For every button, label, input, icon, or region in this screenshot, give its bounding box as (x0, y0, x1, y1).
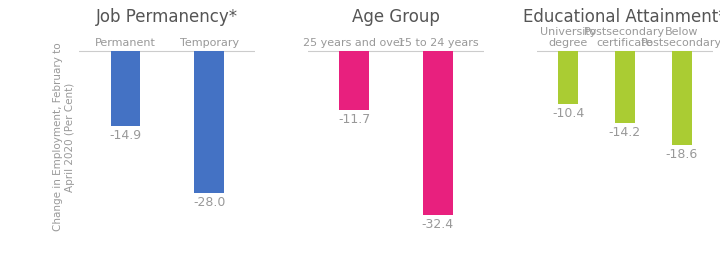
Bar (194, 51, 224, 193)
Title: Age Group: Age Group (352, 8, 440, 26)
Text: Below
Postsecondary: Below Postsecondary (641, 27, 720, 48)
Text: Postsecondary
certificate: Postsecondary certificate (584, 27, 665, 48)
Title: Educational Attainment*: Educational Attainment* (523, 8, 720, 26)
Bar (423, 51, 453, 215)
Text: -32.4: -32.4 (422, 218, 454, 231)
Text: -14.2: -14.2 (608, 126, 641, 139)
Title: Job Permanency*: Job Permanency* (96, 8, 238, 26)
Bar (558, 51, 578, 104)
Text: -11.7: -11.7 (338, 113, 370, 126)
Text: 25 years and over: 25 years and over (303, 38, 405, 48)
Text: Temporary: Temporary (179, 38, 238, 48)
Bar (111, 51, 140, 126)
Text: 15 to 24 years: 15 to 24 years (397, 38, 478, 48)
Text: University
degree: University degree (540, 27, 596, 48)
Y-axis label: Change in Employment, February to
April 2020 (Per Cent): Change in Employment, February to April … (53, 43, 75, 231)
Text: -28.0: -28.0 (193, 196, 225, 209)
Text: -10.4: -10.4 (552, 106, 584, 120)
Text: Permanent: Permanent (95, 38, 156, 48)
Bar (672, 51, 691, 145)
Bar (339, 51, 369, 110)
Text: -18.6: -18.6 (665, 148, 698, 161)
Text: -14.9: -14.9 (109, 129, 141, 142)
Bar (615, 51, 635, 123)
